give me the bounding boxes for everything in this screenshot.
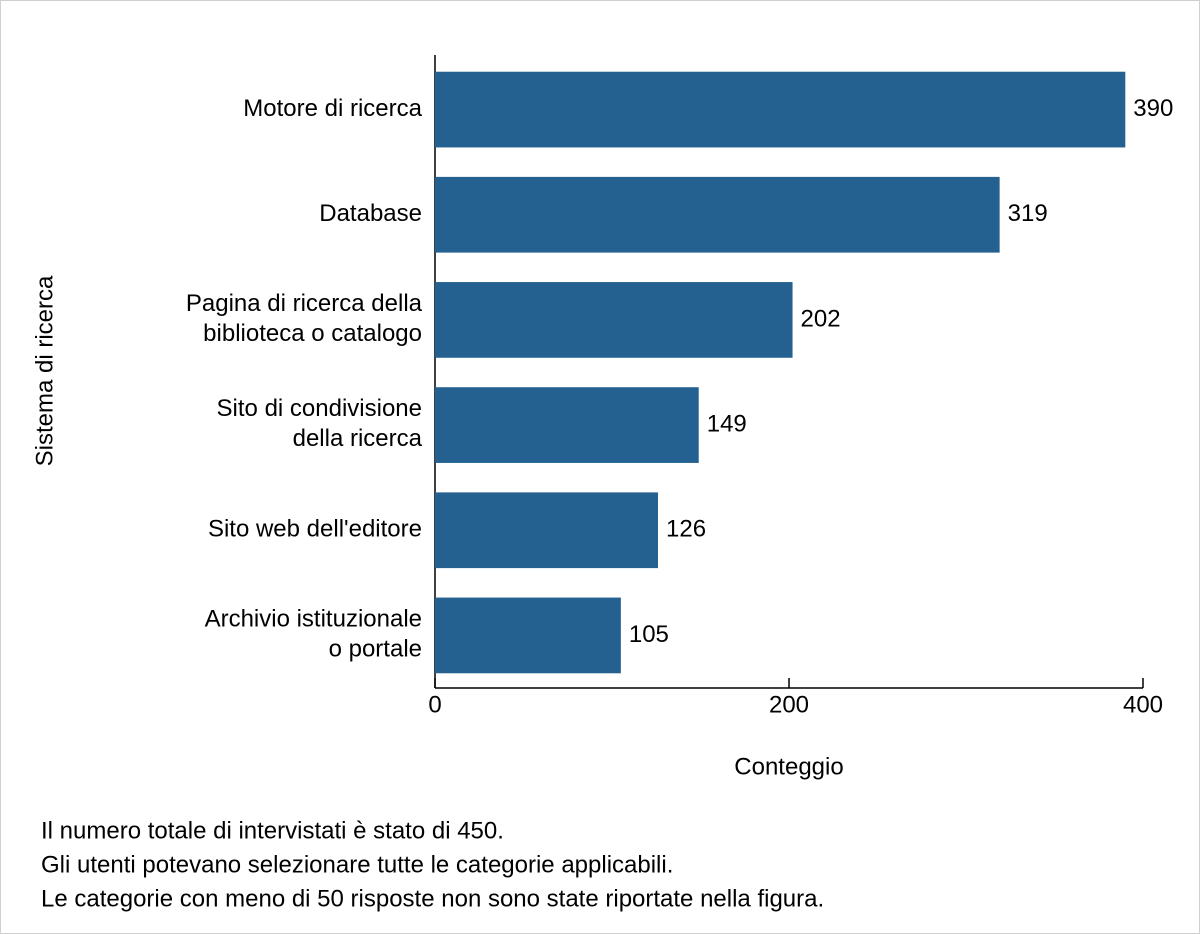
value-label: 149 (707, 410, 747, 437)
value-label: 105 (629, 621, 669, 648)
y-axis-label: Sistema di ricerca (31, 275, 58, 466)
bar (435, 492, 659, 569)
value-label: 319 (1008, 200, 1048, 227)
bar (435, 597, 621, 674)
y-tick-label: Database (319, 200, 422, 227)
bar (435, 282, 793, 358)
value-label: 390 (1133, 95, 1173, 122)
y-tick-label: Sito web dell'editore (208, 516, 422, 543)
x-tick-label: 0 (428, 691, 441, 718)
note: Gli utenti potevano selezionare tutte le… (41, 851, 673, 878)
value-label: 126 (666, 516, 706, 543)
bar (435, 71, 1126, 148)
x-tick-label: 400 (1123, 691, 1163, 718)
value-label: 202 (801, 305, 841, 332)
x-axis-label: Conteggio (734, 753, 843, 780)
x-tick-label: 200 (769, 691, 809, 718)
bar (435, 176, 1000, 253)
note: Le categorie con meno di 50 risposte non… (41, 885, 824, 912)
note: Il numero totale di intervistati è stato… (41, 817, 504, 844)
y-tick-label: Sito di condivisione della ricerca (217, 395, 423, 452)
bar (435, 387, 699, 463)
y-tick-label: Motore di ricerca (243, 95, 422, 122)
y-tick-label: Archivio istituzionale o portale (205, 606, 422, 663)
y-tick-label: Pagina di ricerca della biblioteca o cata… (186, 290, 423, 347)
